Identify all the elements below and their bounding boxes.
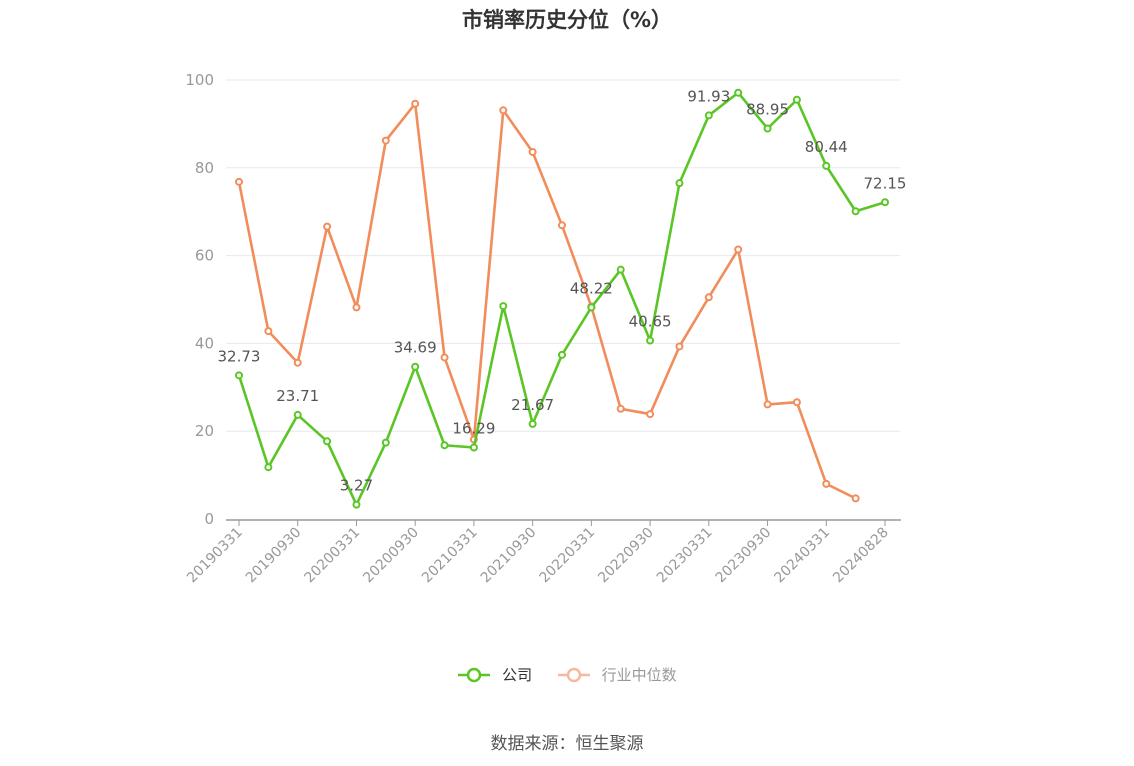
company-point: [293, 410, 302, 419]
legend-company-label: 公司: [502, 666, 533, 684]
industry-point: [822, 479, 831, 488]
axes: 0 20 40 60 80 100 2019033120190930202003312020…: [184, 71, 901, 586]
line-chart: 0 20 40 60 80 100 2019033120190930202003312020…: [184, 71, 907, 586]
company-data-label: 32.73: [218, 347, 261, 365]
y-tick-label: 100: [185, 71, 214, 89]
chart-title: 市销率历史分位（%）: [461, 8, 673, 32]
x-tick-label: 20230331: [654, 525, 716, 587]
company-data-label: 3.27: [340, 477, 373, 495]
data-labels: 32.73 23.71 3.27 34.69 16.29 21.67 48.22 40.65 9…: [218, 87, 907, 494]
company-point: [822, 161, 831, 170]
company-point: [352, 500, 361, 509]
x-tick-label: 20210930: [478, 525, 540, 587]
legend-item-company[interactable]: 公司: [457, 664, 532, 685]
company-point: [881, 198, 889, 207]
company-point: [616, 265, 625, 274]
x-tick-label: 20220331: [536, 525, 598, 587]
y-tick-label: 80: [195, 159, 214, 177]
industry-point: [646, 410, 655, 419]
industry-point: [558, 221, 566, 230]
y-tick-label: 0: [204, 510, 214, 528]
company-point: [734, 88, 743, 97]
x-tick-label: 20240331: [771, 525, 833, 587]
legend-industry-marker-icon: [557, 667, 590, 682]
industry-point: [734, 245, 743, 254]
y-tick-label: 60: [195, 247, 214, 265]
industry-series-line: [237, 102, 857, 500]
industry-point: [323, 222, 332, 231]
company-point: [411, 362, 420, 371]
x-tick-label: 20240828: [830, 525, 892, 587]
company-point: [528, 419, 537, 428]
x-tick-label: 20190331: [184, 525, 246, 587]
legend-item-industry[interactable]: 行业中位数: [557, 664, 677, 685]
company-point: [763, 124, 772, 133]
y-tick-label: 40: [195, 334, 214, 352]
company-point: [440, 441, 449, 450]
grid-lines: [226, 79, 900, 432]
company-point: [792, 95, 801, 104]
industry-point: [411, 99, 420, 108]
x-tick-label: 20190930: [243, 525, 305, 587]
y-tick-label: 20: [195, 422, 214, 440]
industry-point: [235, 177, 243, 186]
chart-legend: 公司 行业中位数: [0, 664, 1134, 685]
industry-point: [293, 358, 302, 367]
company-point: [381, 438, 390, 447]
industry-point: [264, 327, 273, 336]
company-point: [675, 179, 684, 188]
legend-company-marker-icon: [458, 667, 491, 682]
industry-point: [851, 494, 860, 503]
company-point: [587, 303, 596, 312]
data-source: 数据来源：恒生聚源: [490, 734, 644, 754]
company-point: [851, 207, 860, 216]
x-tick-label: 20200930: [360, 525, 422, 587]
company-data-label: 48.22: [570, 279, 613, 297]
company-data-label: 16.29: [452, 419, 495, 437]
company-point: [558, 350, 566, 359]
company-data-label: 23.71: [276, 387, 319, 405]
industry-point: [675, 342, 684, 351]
company-point: [469, 443, 478, 452]
company-series-line: [237, 91, 886, 506]
company-point: [499, 302, 508, 311]
x-tick-label: 20220930: [595, 525, 657, 587]
company-point: [264, 463, 273, 472]
industry-point: [381, 136, 390, 145]
industry-point: [792, 398, 801, 407]
industry-point: [499, 106, 508, 115]
company-data-label: 91.93: [687, 87, 730, 105]
company-data-label: 34.69: [394, 339, 437, 357]
company-data-label: 80.44: [805, 138, 848, 156]
industry-point: [352, 303, 361, 312]
industry-point: [440, 353, 449, 362]
x-tick-label: 20200331: [302, 525, 364, 587]
company-point: [704, 111, 713, 120]
company-point: [235, 371, 243, 380]
industry-point: [704, 293, 713, 302]
legend-industry-label: 行业中位数: [601, 666, 677, 684]
company-point: [646, 336, 655, 345]
company-data-label: 88.95: [746, 101, 789, 119]
industry-point: [763, 400, 772, 409]
company-point: [323, 437, 332, 446]
industry-point: [616, 404, 625, 413]
company-data-label: 40.65: [629, 313, 672, 331]
x-tick-label: 20210331: [419, 525, 481, 587]
company-data-label: 72.15: [864, 174, 907, 192]
series-lines: [235, 88, 889, 509]
industry-point: [528, 147, 537, 156]
x-tick-label: 20230930: [713, 525, 775, 587]
company-data-label: 21.67: [511, 396, 554, 414]
